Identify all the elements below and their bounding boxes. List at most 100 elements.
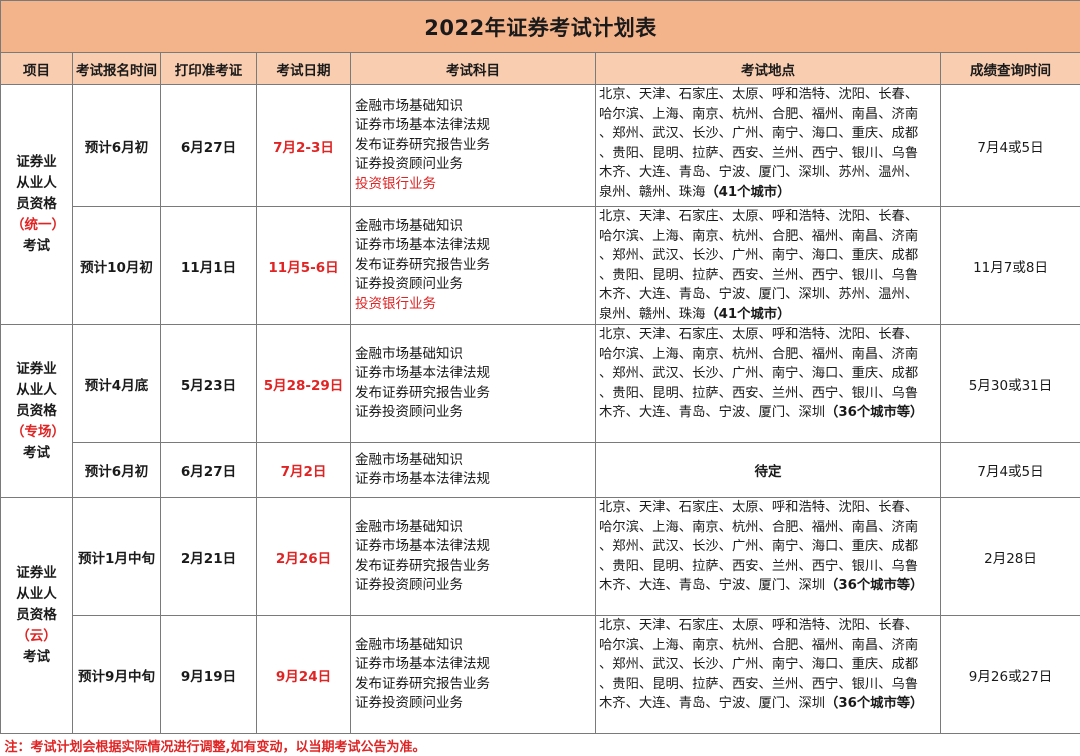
admission-ticket-date: 5月23日 xyxy=(161,325,257,443)
subject-item: 证券市场基本法律法规 xyxy=(355,364,595,384)
city-count: （41个城市） xyxy=(705,307,790,322)
exam-subjects: 金融市场基础知识证券市场基本法律法规 xyxy=(351,443,596,498)
registration-time: 预计4月底 xyxy=(73,325,161,443)
category-cell: 证券业从业人员资格 （统一） 考试 xyxy=(1,85,73,325)
subject-item: 金融市场基础知识 xyxy=(355,217,595,237)
registration-time: 预计10月初 xyxy=(73,207,161,325)
location-line-text: 泉州、赣州、珠海 xyxy=(599,185,705,200)
category-name: 证券业从业人员资格 xyxy=(16,565,57,623)
category-cell: 证券业从业人员资格 （专场） 考试 xyxy=(1,325,73,498)
location-line: 哈尔滨、上海、南京、杭州、合肥、福州、南昌、济南 xyxy=(599,227,940,247)
exam-subjects: 金融市场基础知识证券市场基本法律法规发布证券研究报告业务证券投资顾问业务投资银行… xyxy=(351,207,596,325)
location-line: 哈尔滨、上海、南京、杭州、合肥、福州、南昌、济南 xyxy=(599,105,940,125)
exam-date: 5月28-29日 xyxy=(257,325,351,443)
location-line: 哈尔滨、上海、南京、杭州、合肥、福州、南昌、济南 xyxy=(599,345,940,365)
location-line: 木齐、大连、青岛、宁波、厦门、深圳、苏州、温州、 xyxy=(599,285,940,305)
subject-item: 金融市场基础知识 xyxy=(355,451,595,471)
subject-item: 证券市场基本法律法规 xyxy=(355,236,595,256)
location-line: 、郑州、武汉、长沙、广州、南宁、海口、重庆、成都 xyxy=(599,124,940,144)
exam-subjects: 金融市场基础知识证券市场基本法律法规发布证券研究报告业务证券投资顾问业务 xyxy=(351,498,596,616)
subject-item-highlight: 投资银行业务 xyxy=(355,295,595,315)
column-header: 考试日期 xyxy=(257,53,351,85)
category-type: （专场） xyxy=(11,424,65,440)
exam-locations: 北京、天津、石家庄、太原、呼和浩特、沈阳、长春、哈尔滨、上海、南京、杭州、合肥、… xyxy=(596,207,941,325)
subject-item: 证券投资顾问业务 xyxy=(355,275,595,295)
location-line: 木齐、大连、青岛、宁波、厦门、深圳（36个城市等） xyxy=(599,694,940,714)
location-line-text: 泉州、赣州、珠海 xyxy=(599,307,705,322)
subject-item: 证券投资顾问业务 xyxy=(355,403,595,423)
table-title: 2022年证券考试计划表 xyxy=(1,1,1080,53)
location-line: 、郑州、武汉、长沙、广州、南宁、海口、重庆、成都 xyxy=(599,246,940,266)
subject-item: 金融市场基础知识 xyxy=(355,345,595,365)
subject-item: 发布证券研究报告业务 xyxy=(355,557,595,577)
category-suffix: 考试 xyxy=(23,649,50,665)
subject-item-highlight: 投资银行业务 xyxy=(355,175,595,195)
exam-date: 7月2日 xyxy=(257,443,351,498)
exam-subjects: 金融市场基础知识证券市场基本法律法规发布证券研究报告业务证券投资顾问业务 xyxy=(351,325,596,443)
column-header: 考试地点 xyxy=(596,53,941,85)
exam-date: 9月24日 xyxy=(257,616,351,734)
admission-ticket-date: 6月27日 xyxy=(161,443,257,498)
exam-locations-pending: 待定 xyxy=(596,443,941,498)
location-line: 北京、天津、石家庄、太原、呼和浩特、沈阳、长春、 xyxy=(599,207,940,227)
result-query-time: 5月30或31日 xyxy=(941,325,1080,443)
column-header: 考试报名时间 xyxy=(73,53,161,85)
admission-ticket-date: 9月19日 xyxy=(161,616,257,734)
category-suffix: 考试 xyxy=(23,238,50,254)
location-line-text: 木齐、大连、青岛、宁波、厦门、深圳 xyxy=(599,405,825,420)
subject-item: 证券市场基本法律法规 xyxy=(355,116,595,136)
category-suffix: 考试 xyxy=(23,445,50,461)
exam-date: 7月2-3日 xyxy=(257,85,351,207)
location-line: 木齐、大连、青岛、宁波、厦门、深圳（36个城市等） xyxy=(599,403,940,423)
location-line: 木齐、大连、青岛、宁波、厦门、深圳（36个城市等） xyxy=(599,576,940,596)
result-query-time: 7月4或5日 xyxy=(941,85,1080,207)
subject-item: 发布证券研究报告业务 xyxy=(355,675,595,695)
location-line: 哈尔滨、上海、南京、杭州、合肥、福州、南昌、济南 xyxy=(599,636,940,656)
exam-locations: 北京、天津、石家庄、太原、呼和浩特、沈阳、长春、哈尔滨、上海、南京、杭州、合肥、… xyxy=(596,498,941,616)
location-line: 、贵阳、昆明、拉萨、西安、兰州、西宁、银川、乌鲁 xyxy=(599,557,940,577)
location-line: 、贵阳、昆明、拉萨、西安、兰州、西宁、银川、乌鲁 xyxy=(599,675,940,695)
exam-subjects: 金融市场基础知识证券市场基本法律法规发布证券研究报告业务证券投资顾问业务投资银行… xyxy=(351,85,596,207)
column-header: 考试科目 xyxy=(351,53,596,85)
category-cell: 证券业从业人员资格 （云） 考试 xyxy=(1,498,73,734)
column-header: 打印准考证 xyxy=(161,53,257,85)
exam-locations: 北京、天津、石家庄、太原、呼和浩特、沈阳、长春、哈尔滨、上海、南京、杭州、合肥、… xyxy=(596,325,941,443)
registration-time: 预计9月中旬 xyxy=(73,616,161,734)
subject-item: 证券投资顾问业务 xyxy=(355,576,595,596)
exam-locations: 北京、天津、石家庄、太原、呼和浩特、沈阳、长春、哈尔滨、上海、南京、杭州、合肥、… xyxy=(596,616,941,734)
location-line-text: 木齐、大连、青岛、宁波、厦门、深圳 xyxy=(599,578,825,593)
city-count: （36个城市等） xyxy=(825,578,923,593)
location-line: 、贵阳、昆明、拉萨、西安、兰州、西宁、银川、乌鲁 xyxy=(599,144,940,164)
subject-item: 金融市场基础知识 xyxy=(355,518,595,538)
location-line: 北京、天津、石家庄、太原、呼和浩特、沈阳、长春、 xyxy=(599,325,940,345)
exam-date: 11月5-6日 xyxy=(257,207,351,325)
location-line: 、郑州、武汉、长沙、广州、南宁、海口、重庆、成都 xyxy=(599,655,940,675)
admission-ticket-date: 11月1日 xyxy=(161,207,257,325)
admission-ticket-date: 2月21日 xyxy=(161,498,257,616)
subject-item: 金融市场基础知识 xyxy=(355,636,595,656)
result-query-time: 2月28日 xyxy=(941,498,1080,616)
location-line: 北京、天津、石家庄、太原、呼和浩特、沈阳、长春、 xyxy=(599,616,940,636)
subject-item: 发布证券研究报告业务 xyxy=(355,256,595,276)
subject-item: 发布证券研究报告业务 xyxy=(355,136,595,156)
category-name: 证券业从业人员资格 xyxy=(16,361,57,419)
category-name: 证券业从业人员资格 xyxy=(16,154,57,212)
location-line: 哈尔滨、上海、南京、杭州、合肥、福州、南昌、济南 xyxy=(599,518,940,538)
subject-item: 证券市场基本法律法规 xyxy=(355,470,595,490)
location-line: 北京、天津、石家庄、太原、呼和浩特、沈阳、长春、 xyxy=(599,85,940,105)
location-line: 、郑州、武汉、长沙、广州、南宁、海口、重庆、成都 xyxy=(599,537,940,557)
exam-locations: 北京、天津、石家庄、太原、呼和浩特、沈阳、长春、哈尔滨、上海、南京、杭州、合肥、… xyxy=(596,85,941,207)
category-type: （统一） xyxy=(11,217,65,233)
location-line: 北京、天津、石家庄、太原、呼和浩特、沈阳、长春、 xyxy=(599,498,940,518)
location-line-text: 木齐、大连、青岛、宁波、厦门、深圳 xyxy=(599,696,825,711)
subject-item: 证券投资顾问业务 xyxy=(355,155,595,175)
location-line: 、贵阳、昆明、拉萨、西安、兰州、西宁、银川、乌鲁 xyxy=(599,384,940,404)
location-line: 木齐、大连、青岛、宁波、厦门、深圳、苏州、温州、 xyxy=(599,163,940,183)
header-row: 项目考试报名时间打印准考证考试日期考试科目考试地点成绩查询时间 xyxy=(1,53,1080,85)
column-header: 项目 xyxy=(1,53,73,85)
category-type: （云） xyxy=(16,628,57,644)
